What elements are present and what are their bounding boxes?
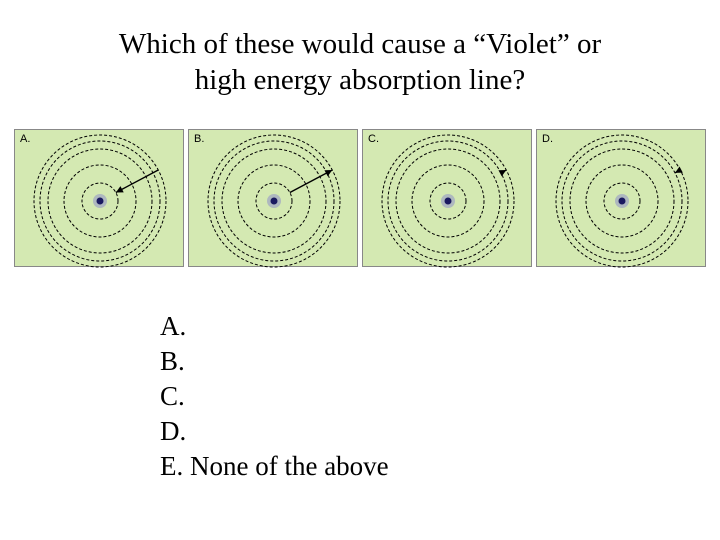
bohr-diagram-c: C.	[362, 129, 532, 267]
diagram-row: A. B. C. D.	[0, 129, 720, 267]
panel-label: D.	[542, 133, 553, 145]
panel-label: B.	[194, 133, 204, 145]
answer-option-a: A.	[160, 309, 720, 344]
answer-option-c: C.	[160, 379, 720, 414]
answer-option-e: E. None of the above	[160, 449, 720, 484]
orbit-svg	[363, 130, 533, 268]
panel-label: C.	[368, 133, 379, 145]
title-line-1: Which of these would cause a “Violet” or	[119, 28, 601, 60]
title-line-2: high energy absorption line?	[195, 64, 525, 96]
answer-option-b: B.	[160, 344, 720, 379]
answer-option-d: D.	[160, 414, 720, 449]
answer-list: A.B.C.D.E. None of the above	[160, 309, 720, 484]
panel-label: A.	[20, 133, 30, 145]
question-title: Which of these would cause a “Violet” or…	[0, 0, 720, 99]
bohr-diagram-b: B.	[188, 129, 358, 267]
orbit-svg	[537, 130, 707, 268]
bohr-diagram-d: D.	[536, 129, 706, 267]
orbit-svg	[15, 130, 185, 268]
bohr-diagram-a: A.	[14, 129, 184, 267]
orbit-svg	[189, 130, 359, 268]
